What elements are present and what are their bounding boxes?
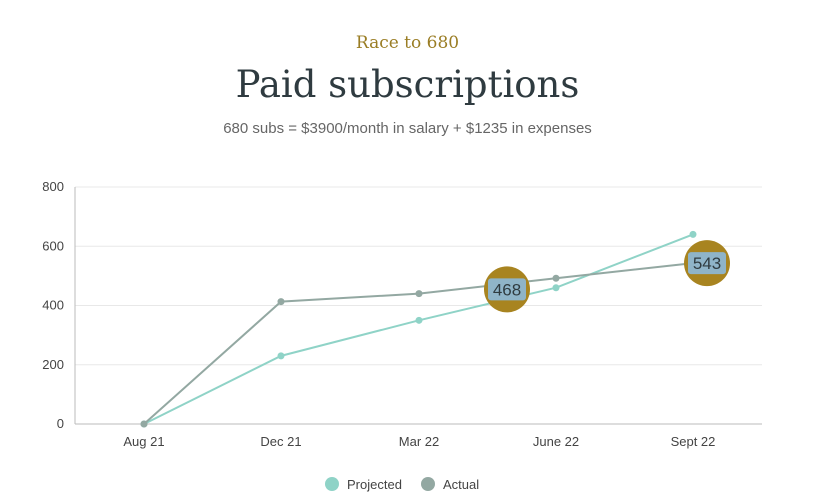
legend-label: Projected [347,477,402,492]
actual-point [415,290,423,298]
annotation-label: 468 [493,280,521,299]
y-tick-label: 0 [57,416,64,431]
actual-point [140,420,148,428]
x-tick-label: Sept 22 [671,434,716,449]
actual-line [143,262,694,425]
actual-point [277,298,285,306]
chart-title: Paid subscriptions [235,63,580,106]
x-tick-label: Mar 22 [399,434,439,449]
x-tick-label: Dec 21 [260,434,301,449]
legend-label: Actual [443,477,479,492]
actual-point [552,274,560,282]
y-tick-label: 400 [42,298,64,313]
annotation-label: 543 [693,254,721,273]
projected-point [552,284,560,292]
annotation-label-bg [688,252,726,275]
legend-marker [325,477,339,491]
chart-kicker: Race to 680 [355,33,460,53]
x-tick-label: June 22 [533,434,579,449]
y-tick-label: 200 [42,357,64,372]
projected-line [143,233,694,425]
projected-point [277,352,285,360]
annotation-label-bg [488,278,526,301]
chart-subtitle: 680 subs = $3900/month in salary + $1235… [223,120,592,137]
x-tick-label: Aug 21 [123,434,164,449]
y-tick-label: 800 [42,179,64,194]
projected-point [689,230,697,238]
projected-point [415,316,423,324]
y-tick-label: 600 [42,238,64,253]
legend-marker [421,477,435,491]
